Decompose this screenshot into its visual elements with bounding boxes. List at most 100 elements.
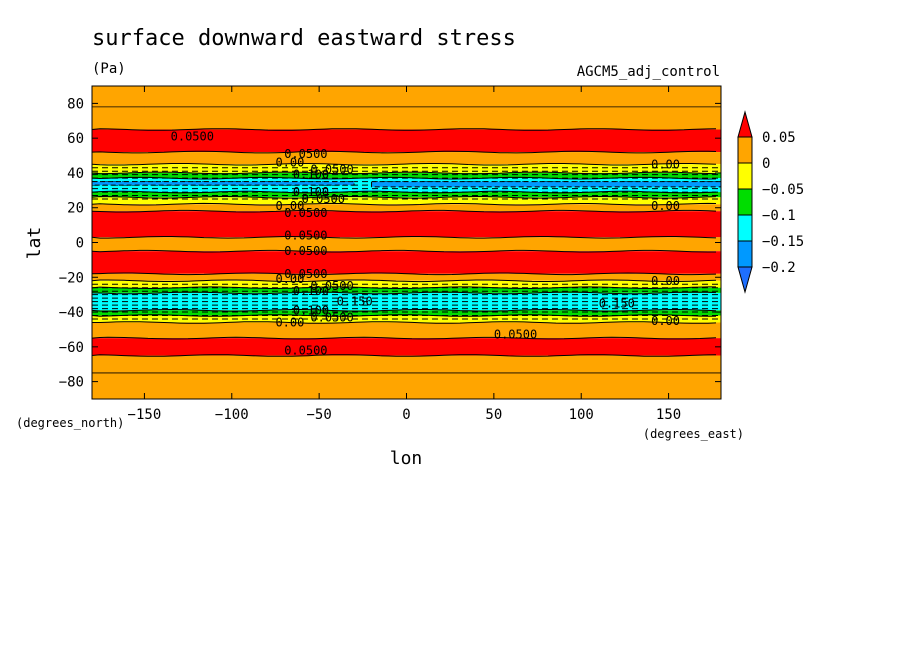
- contour-label: 0.00: [651, 274, 680, 288]
- x-tick-label: 0: [402, 407, 410, 423]
- contour-line: [91, 163, 717, 166]
- contour-band: [92, 287, 721, 293]
- contour-label: 0.00: [651, 157, 680, 171]
- x-axis: −150 −100 −50 0 50 100 150: [128, 86, 681, 423]
- contour-label: 0.100: [293, 185, 329, 199]
- colorbar-segment: [737, 240, 753, 268]
- x-tick-label: −100: [215, 407, 249, 423]
- contour-line: [91, 195, 717, 199]
- contour-band: [92, 204, 721, 212]
- contour-band: [92, 129, 721, 153]
- contour-label: 0.0500: [494, 328, 537, 342]
- colorbar-bottom-arrow: [737, 266, 753, 294]
- y-axis-label: lat: [24, 227, 45, 260]
- y-tick-label: −40: [59, 305, 84, 321]
- contour-label: 0.150: [337, 295, 373, 309]
- contour-band: [92, 237, 721, 252]
- contour-label: 0.0500: [310, 279, 353, 293]
- run-label: AGCM5_adj_control: [577, 64, 720, 80]
- x-tick-label: −50: [306, 407, 331, 423]
- contour-core: [371, 181, 722, 188]
- contour-label: 0.100: [293, 168, 329, 182]
- x-tick-label: −150: [128, 407, 162, 423]
- y-tick-label: 60: [67, 131, 84, 147]
- y-tick-label: −60: [59, 340, 84, 356]
- contour-label: 0.0500: [284, 343, 327, 357]
- y-tick-label: 80: [67, 96, 84, 112]
- contour-band: [92, 355, 721, 399]
- contour-label: 0.0500: [284, 267, 327, 281]
- x-axis-label: lon: [390, 448, 423, 469]
- contour-band: [92, 192, 721, 198]
- chart-units: (Pa): [92, 61, 126, 77]
- contour-band: [92, 322, 721, 339]
- contour-line: [91, 209, 717, 213]
- y-tick-label: 0: [76, 236, 84, 252]
- chart-title: surface downward eastward stress: [92, 26, 516, 51]
- colorbar-segment: [737, 188, 753, 216]
- colorbar-segment: [737, 162, 753, 190]
- contour-label: 0.0500: [310, 162, 353, 176]
- contour-line: [91, 171, 717, 175]
- contour-label: 0.00: [275, 315, 304, 329]
- y-tick-label: 20: [67, 201, 84, 217]
- contour-band: [92, 172, 721, 179]
- contour-label: 0.00: [651, 314, 680, 328]
- contour-band: [92, 164, 721, 173]
- contour-line: [91, 128, 717, 131]
- y-tick-label: −80: [59, 375, 84, 391]
- contour-label: 0.00: [651, 199, 680, 213]
- colorbar-segment: [737, 136, 753, 164]
- contour-line: [91, 249, 716, 253]
- contour-label: 0.00: [275, 199, 304, 213]
- contour-line: [91, 202, 717, 206]
- contour-line: [91, 291, 717, 295]
- contour-label: 0.00: [275, 156, 304, 170]
- colorbar-label: −0.15: [762, 234, 804, 250]
- colorbar-label: 0: [762, 156, 770, 172]
- contour-label: 0.0500: [310, 310, 353, 324]
- contour-label: 0.0500: [171, 129, 214, 143]
- contour-band: [92, 197, 721, 205]
- colorbar-label: −0.05: [762, 182, 804, 198]
- colorbar-label: −0.2: [762, 260, 796, 276]
- contour-label: 0.0500: [284, 206, 327, 220]
- contour-band: [92, 273, 721, 281]
- colorbar: 0.05 0 −0.05 −0.1 −0.15 −0.2: [737, 110, 804, 294]
- contour-label: 0.0500: [284, 229, 327, 243]
- x-tick-label: 50: [485, 407, 502, 423]
- contour-line: [91, 272, 717, 276]
- negative-contour-lines: [91, 167, 722, 320]
- contour-band: [92, 211, 721, 238]
- contour-label: 0.0500: [302, 192, 345, 206]
- contour-line: [91, 336, 717, 340]
- x-tick-label: 150: [656, 407, 681, 423]
- contour-band: [92, 86, 721, 130]
- contour-line: [91, 321, 717, 324]
- x-axis-units: (degrees_east): [643, 427, 744, 441]
- contour-line: [91, 308, 717, 312]
- contour-band: [92, 251, 721, 274]
- contour-band: [92, 310, 721, 316]
- contour-band: [92, 338, 721, 356]
- x-tick-label: 100: [569, 407, 594, 423]
- y-axis: −80 −60 −40 −20 0 20 40 60 80: [59, 96, 721, 391]
- y-axis-units: (degrees_north): [16, 416, 124, 430]
- contour-label: 0.150: [599, 296, 635, 310]
- contour-label: 0.100: [293, 284, 329, 298]
- y-tick-label: 40: [67, 166, 84, 182]
- colorbar-label: −0.1: [762, 208, 796, 224]
- contour-band: [92, 152, 721, 165]
- contour-line: [91, 236, 717, 239]
- contour-line: [91, 279, 717, 283]
- colorbar-top-arrow: [737, 110, 753, 138]
- colorbar-segment: [737, 214, 753, 242]
- contour-label: 0.100: [293, 303, 329, 317]
- y-tick-label: −20: [59, 270, 84, 286]
- contour-line: [91, 150, 717, 154]
- contour-line: [91, 354, 717, 357]
- contour-label: 0.00: [275, 272, 304, 286]
- contour-label: 0.0500: [284, 147, 327, 161]
